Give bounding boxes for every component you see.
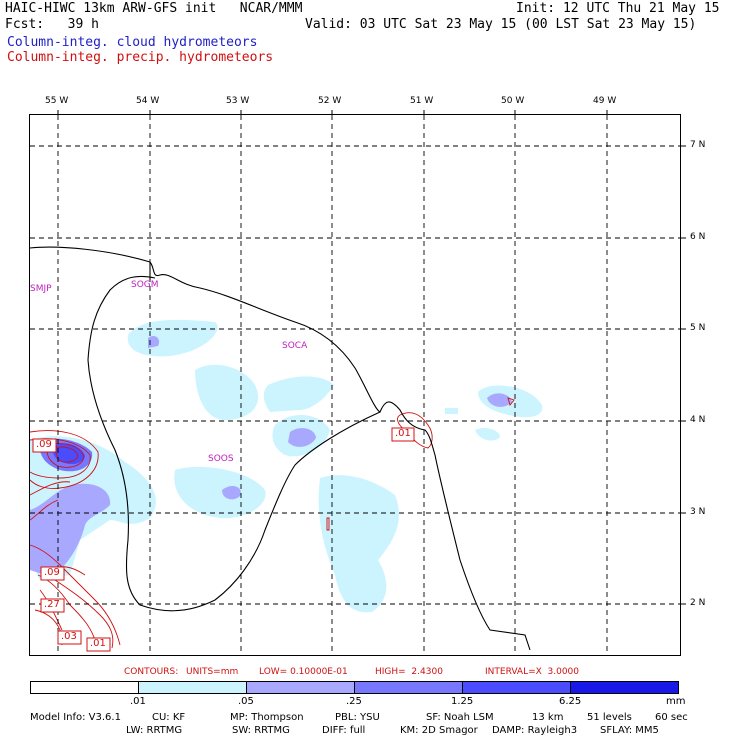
model-info: 51 levels (587, 712, 632, 723)
lat-lon-grid (30, 115, 680, 655)
lon-label: 54 W (136, 96, 160, 106)
lat-label: 7 N (690, 140, 706, 150)
lat-label: 6 N (690, 232, 706, 242)
contour-label: .27 (44, 599, 60, 610)
contour-label: .03 (61, 631, 77, 642)
model-info: LW: RRTMG (126, 725, 183, 736)
contour-info-interval: INTERVAL=X 3.0000 (485, 667, 580, 677)
lon-label: 55 W (45, 96, 69, 106)
colorbar-tick: 1.25 (451, 696, 474, 707)
lon-label: 51 W (410, 96, 434, 106)
colorbar (30, 681, 679, 694)
model-info: DIFF: full (322, 725, 366, 736)
lat-label: 5 N (690, 323, 706, 333)
colorbar-tick: .25 (346, 696, 362, 707)
lon-label: 53 W (226, 96, 250, 106)
lat-label: 4 N (690, 415, 706, 425)
contour-label: .09 (44, 567, 60, 578)
init-time: Init: 12 UTC Thu 21 May 15 (516, 1, 720, 16)
contour-info-high: HIGH= 2.4300 (375, 667, 443, 677)
lon-label: 49 W (593, 96, 617, 106)
model-info: PBL: YSU (335, 712, 380, 723)
contour-label: .01 (395, 428, 411, 439)
field-precip-label: Column-integ. precip. hydrometeors (7, 50, 274, 65)
lat-label: 2 N (690, 598, 706, 608)
station-label: SOCA (282, 341, 308, 351)
contour-label: .09 (36, 439, 52, 450)
colorbar-unit: mm (666, 696, 686, 707)
colorbar-tick: .01 (130, 696, 146, 707)
station-label: SMJP (30, 284, 52, 294)
contour-label: .01 (90, 638, 106, 649)
field-cloud-label: Column-integ. cloud hydrometeors (7, 35, 258, 50)
forecast-hour: Fcst: 39 h (5, 17, 99, 32)
plot-title: HAIC-HIWC 13km ARW-GFS init NCAR/MMM (5, 1, 303, 16)
model-info: 13 km (532, 712, 564, 723)
station-label: SOOS (208, 454, 234, 464)
cloud-hydrometeor-fill (30, 319, 543, 613)
colorbar-tick: .05 (238, 696, 254, 707)
station-label: SOGM (131, 280, 159, 290)
contour-info-title: CONTOURS: (124, 667, 179, 677)
model-info: DAMP: Rayleigh3 (492, 725, 578, 736)
lat-label: 3 N (690, 507, 706, 517)
model-info: SW: RRTMG (232, 725, 290, 736)
model-info: MP: Thompson (230, 712, 304, 723)
model-info: Model Info: V3.6.1 (30, 712, 121, 723)
lon-label: 50 W (501, 96, 525, 106)
valid-time: Valid: 03 UTC Sat 23 May 15 (00 LST Sat … (305, 17, 697, 32)
model-info: SFLAY: MM5 (600, 725, 659, 736)
axis-ticks (57, 110, 686, 605)
map-frame (29, 114, 681, 656)
model-info: SF: Noah LSM (426, 712, 494, 723)
lon-label: 52 W (318, 96, 342, 106)
model-info: CU: KF (152, 712, 186, 723)
model-info: KM: 2D Smagor (400, 725, 478, 736)
colorbar-tick: 6.25 (559, 696, 582, 707)
contour-info-units: UNITS=mm (186, 667, 239, 677)
model-info: 60 sec (655, 712, 688, 723)
contour-label-boxes (32, 427, 415, 652)
contour-info-low: LOW= 0.10000E-01 (259, 667, 348, 677)
